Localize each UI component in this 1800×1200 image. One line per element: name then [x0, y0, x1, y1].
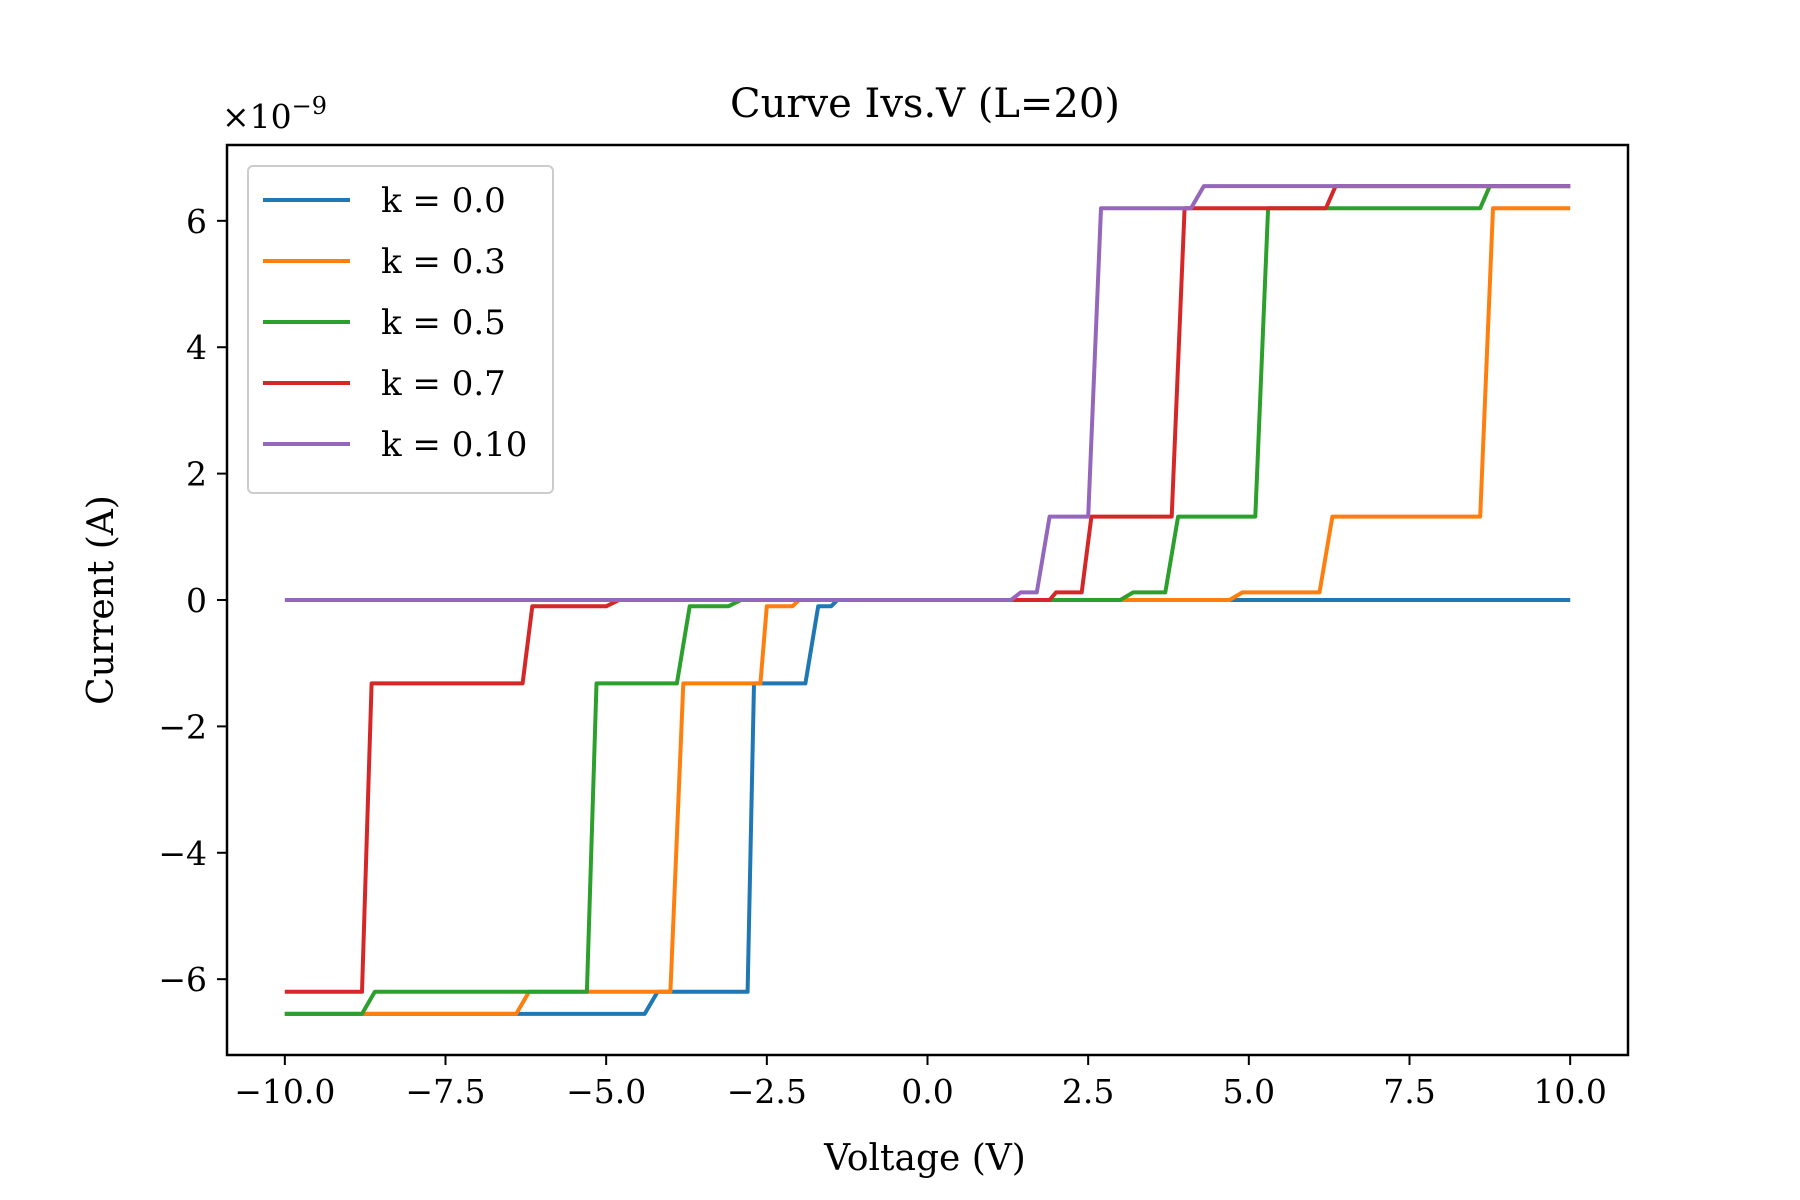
- y-tick-label: 4: [186, 328, 207, 367]
- legend: k = 0.0 k = 0.3 k = 0.5 k = 0.7 k = 0.10: [247, 165, 554, 494]
- y-tick-label: −4: [158, 834, 207, 873]
- plot-area: [225, 143, 1630, 1057]
- y-tick-label: 0: [186, 581, 207, 620]
- legend-label: k = 0.5: [381, 303, 506, 343]
- y-tick-label: −6: [158, 960, 207, 999]
- series-line-3: [284, 184, 1571, 994]
- chart-title: Curve Ivs.V (L=20): [730, 81, 1120, 127]
- x-tick-label: −10.0: [234, 1072, 335, 1111]
- y-scale-multiplier: ×10−9: [222, 92, 327, 136]
- legend-label: k = 0.7: [381, 364, 506, 404]
- x-tick-label: 7.5: [1383, 1072, 1435, 1111]
- legend-label: k = 0.0: [381, 181, 506, 221]
- y-axis-label: Current (A): [81, 495, 122, 705]
- legend-label: k = 0.3: [381, 242, 506, 282]
- y-scale-exponent: −9: [292, 92, 327, 120]
- y-axis: −6 −4 −2 0 2 4 6: [158, 202, 227, 999]
- series-line-4: [284, 184, 1571, 602]
- series-line-1: [284, 206, 1571, 1016]
- x-axis-label: Voltage (V): [823, 1138, 1026, 1179]
- x-tick-label: −5.0: [566, 1072, 646, 1111]
- x-tick-label: 0.0: [901, 1072, 953, 1111]
- series-line-0: [284, 598, 1571, 1016]
- x-tick-label: 5.0: [1223, 1072, 1275, 1111]
- x-tick-label: −2.5: [727, 1072, 807, 1111]
- legend-box: [247, 165, 554, 494]
- x-tick-label: −7.5: [405, 1072, 485, 1111]
- x-tick-label: 2.5: [1062, 1072, 1114, 1111]
- y-tick-label: 6: [186, 202, 207, 241]
- legend-label: k = 0.10: [381, 425, 527, 465]
- y-tick-label: 2: [186, 455, 207, 494]
- y-tick-label: −2: [158, 707, 207, 746]
- x-tick-label: 10.0: [1533, 1072, 1606, 1111]
- x-axis: −10.0 −7.5 −5.0 −2.5 0.0 2.5 5.0 7.5 10.0: [234, 1055, 1607, 1111]
